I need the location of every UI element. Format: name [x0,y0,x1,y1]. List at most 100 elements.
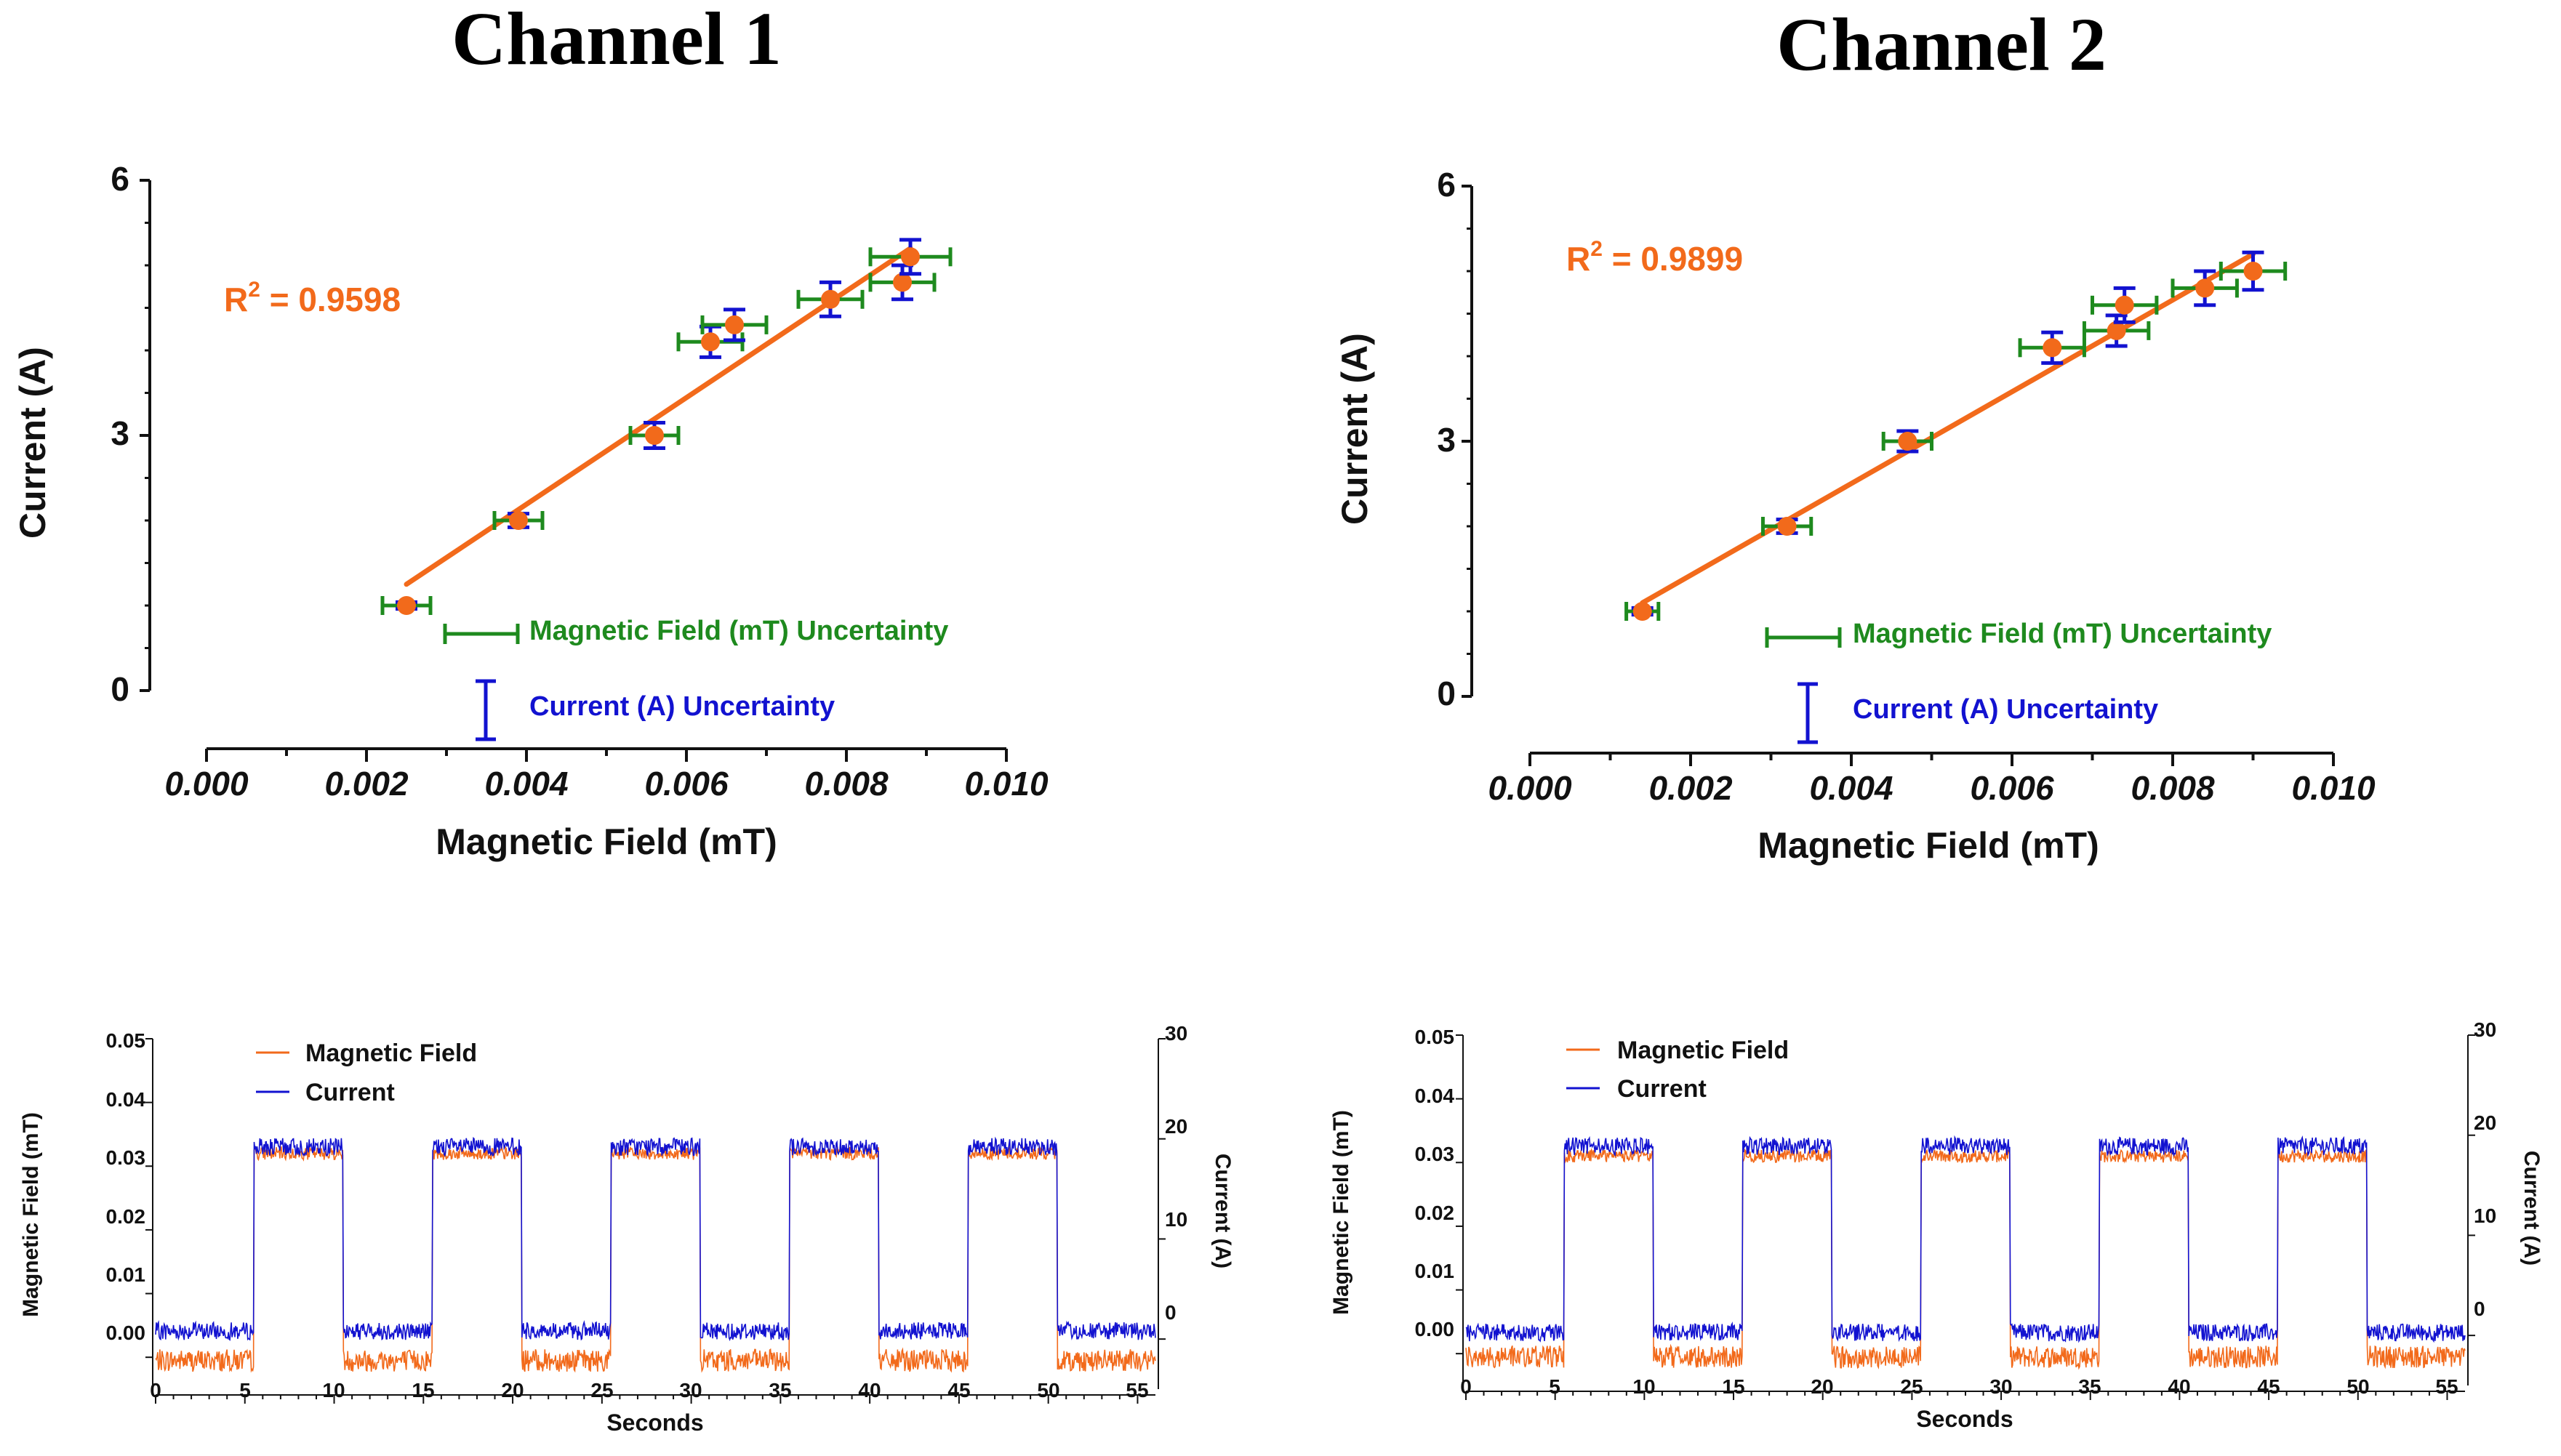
y-left-tick-label: 0.00 [1415,1318,1455,1340]
y-axis-label-left: Magnetic Field (mT) [1329,1110,1353,1315]
x-tick-label: 55 [2435,1375,2458,1398]
axes [145,1038,1166,1404]
x-tick-label: 0.006 [644,765,729,803]
x-axis-label: Magnetic Field (mT) [436,821,777,862]
x-axis-label: Seconds [1916,1406,2013,1432]
data-point [2115,295,2134,315]
y-right-tick-label: 0 [1165,1301,1177,1324]
x-tick-label: 0.010 [964,765,1049,803]
legend-field-error-symbol [1765,627,1842,648]
y-left-tick-label: 0.01 [1415,1260,1455,1282]
x-tick-label: 30 [679,1379,702,1401]
y-right-tick-label: 10 [1165,1208,1187,1231]
data-point [2195,278,2215,298]
x-tick-label: 15 [412,1379,434,1401]
data-point [1632,602,1652,621]
x-tick-label: 20 [1811,1375,1833,1398]
current-trace [1465,1135,2466,1343]
x-tick-label: 5 [239,1379,251,1401]
x-tick-label: 0.000 [164,765,249,803]
magnetic-field-trace [1465,1148,2466,1370]
data-point [2043,338,2062,358]
y-tick-labels: 0 3 6 [1437,166,1456,712]
legend-current-label: Current [1617,1075,1707,1103]
y-right-tick-label: 10 [2474,1204,2496,1227]
x-tick-labels: 0.000 0.002 0.004 0.006 0.008 0.010 [1488,769,2376,807]
x-tick-label: 40 [858,1379,881,1401]
r2-prefix: R [1566,240,1590,278]
x-tick-label: 35 [769,1379,791,1401]
x-tick-label: 20 [501,1379,524,1401]
y-right-tick-label: 0 [2474,1298,2485,1320]
y-left-tick-label: 0.04 [1415,1085,1455,1107]
y-axis-label-right: Current (A) [1211,1154,1235,1268]
legend: Magnetic Field Current [1566,1037,1789,1103]
x-tick-label: 35 [2078,1375,2101,1398]
timeseries-chart-channel-1: Magnetic Field Current Magnetic Field (m… [19,1022,1235,1436]
data-point [725,315,744,334]
x-tick-label: 0.010 [2291,769,2376,807]
y-left-tick-label: 0.04 [106,1088,146,1111]
legend-field-uncertainty: Magnetic Field (mT) Uncertainty [529,616,948,646]
axes [1456,1034,2475,1400]
y-axis-label-right: Current (A) [2520,1151,2544,1266]
scatter-chart-channel-1: Channel 1 R2 = 0.9598 Magnetic Field (mT… [12,0,1049,862]
legend-current-label: Current [305,1079,395,1106]
x-tick-label: 25 [1900,1375,1923,1398]
y-left-tick-label: 0.03 [1415,1143,1455,1165]
x-tick-label: 30 [1989,1375,2012,1398]
data-point [1898,432,1917,451]
y-left-tick-label: 0.03 [106,1146,146,1169]
y-axis-label: Current (A) [1334,333,1375,525]
y-left-tick-labels: 0.00 0.01 0.02 0.03 0.04 0.05 [106,1029,146,1344]
x-tick-label: 45 [2257,1375,2280,1398]
scatter-chart-channel-2: Channel 2 R2 = 0.9899 Magnetic Field (mT… [1334,3,2376,866]
x-tick-label: 15 [1722,1375,1744,1398]
y-tick-label: 3 [1437,421,1456,459]
x-axis-label: Magnetic Field (mT) [1758,825,2099,866]
legend-field-label: Magnetic Field [1617,1037,1789,1064]
chart-title: Channel 2 [1776,3,2107,87]
legend-current-uncertainty: Current (A) Uncertainty [1853,694,2158,725]
legend-current-error-symbol [1797,682,1818,744]
r2-label: R2 = 0.9899 [1566,237,1743,278]
legend-field-error-symbol [443,624,520,644]
r2-superscript: 2 [1590,237,1603,261]
y-right-tick-labels: 0 10 20 30 [2474,1018,2496,1320]
x-tick-label: 10 [1632,1375,1655,1398]
x-tick-label: 0.004 [484,765,568,803]
r2-value: = 0.9598 [260,281,401,318]
y-right-tick-label: 30 [1165,1022,1187,1045]
data-point [2243,262,2263,281]
y-axis-label-left: Magnetic Field (mT) [19,1112,43,1317]
r2-superscript: 2 [248,278,260,302]
x-axis-label: Seconds [606,1409,703,1436]
x-tick-label: 40 [2168,1375,2190,1398]
r2-prefix: R [224,281,248,318]
x-tick-label: 55 [1126,1379,1148,1401]
y-axis-label: Current (A) [12,347,53,539]
x-tick-label: 5 [1549,1375,1560,1398]
data-point [901,247,920,267]
y-right-tick-label: 30 [2474,1018,2496,1041]
x-tick-labels: 0.000 0.002 0.004 0.006 0.008 0.010 [164,765,1049,803]
y-left-tick-labels: 0.00 0.01 0.02 0.03 0.04 0.05 [1415,1026,1455,1340]
data-point [1777,517,1797,536]
r2-label: R2 = 0.9598 [224,278,401,318]
x-tick-label: 0 [150,1379,161,1401]
x-tick-label: 0.002 [1648,769,1733,807]
x-tick-label: 25 [590,1379,613,1401]
y-left-tick-label: 0.02 [106,1205,146,1228]
x-tick-label: 50 [1037,1379,1059,1401]
legend: Magnetic Field Current [256,1039,477,1106]
x-tick-label: 0.004 [1809,769,1893,807]
traces [155,1136,1156,1373]
x-tick-label: 45 [947,1379,970,1401]
y-tick-label: 3 [111,414,129,452]
r2-value: = 0.9899 [1603,240,1743,278]
legend-field-label: Magnetic Field [305,1039,477,1067]
data-marks [380,238,953,615]
x-tick-label: 50 [2346,1375,2369,1398]
y-right-tick-labels: 0 10 20 30 [1165,1022,1187,1324]
